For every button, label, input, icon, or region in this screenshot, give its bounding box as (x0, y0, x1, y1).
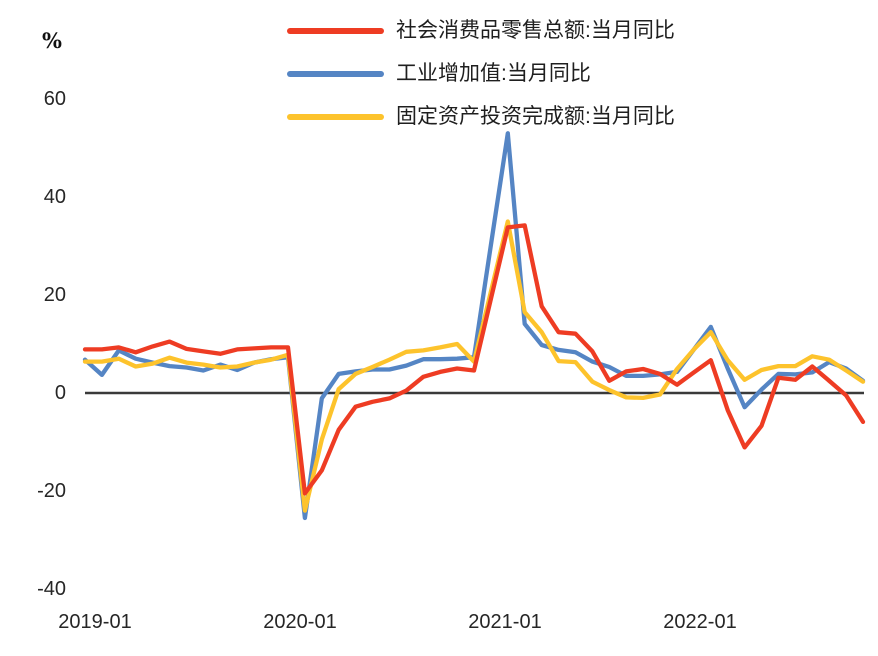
y-axis-tick-neg20: -20 (37, 480, 66, 502)
y-axis-unit-label: % (42, 28, 62, 53)
legend-item-fai: 固定资产投资完成额:当月同比 (287, 102, 675, 132)
series-line-industrial (82, 131, 866, 521)
y-axis-tick-0: 0 (54, 382, 66, 404)
legend-swatch-fai (287, 114, 384, 120)
legend-item-retail: 社会消费品零售总额:当月同比 (287, 16, 675, 46)
legend-label-fai: 固定资产投资完成额:当月同比 (396, 105, 675, 128)
legend: 社会消费品零售总额:当月同比 工业增加值:当月同比 固定资产投资完成额:当月同比 (287, 16, 675, 145)
y-axis-tick-40: 40 (43, 186, 66, 208)
legend-swatch-retail (287, 28, 384, 34)
legend-swatch-industrial (287, 71, 384, 77)
legend-label-retail: 社会消费品零售总额:当月同比 (396, 19, 675, 42)
legend-label-industrial: 工业增加值:当月同比 (396, 62, 591, 85)
x-axis-tick-2021-01: 2021-01 (468, 611, 542, 633)
y-axis-tick-neg40: -40 (37, 578, 66, 600)
x-axis-tick-2019-01: 2019-01 (58, 611, 132, 633)
x-axis-tick-2020-01: 2020-01 (263, 611, 337, 633)
series-line-retail (82, 223, 866, 496)
y-axis-tick-60: 60 (43, 88, 66, 110)
y-axis-tick-20: 20 (43, 284, 66, 306)
x-axis-tick-2022-01: 2022-01 (663, 611, 737, 633)
legend-item-industrial: 工业增加值:当月同比 (287, 59, 675, 89)
